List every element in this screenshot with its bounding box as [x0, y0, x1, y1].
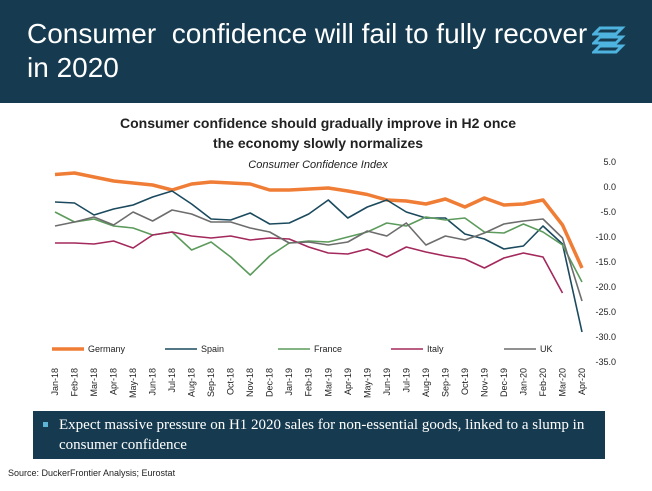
y-tick-label: -15.0 [595, 257, 616, 267]
x-tick-label: Jan-19 [284, 368, 294, 396]
x-tick-label: Jan-18 [50, 368, 60, 396]
series-line [54, 211, 583, 283]
x-tick-label: Sep-19 [440, 368, 450, 397]
x-tick-label: Aug-19 [421, 368, 431, 397]
x-tick-label: Feb-20 [538, 368, 548, 397]
x-tick-label: Mar-20 [557, 368, 567, 397]
header: Consumer confidence will fail to fully r… [0, 0, 652, 103]
x-tick-label: Oct-18 [226, 368, 236, 395]
chart-subtitle: Consumer Confidence Index [248, 159, 388, 171]
x-tick-label: Jun-19 [382, 368, 392, 396]
chart-title: Consumer confidence should gradually imp… [120, 115, 516, 151]
x-tick-label: Jul-19 [401, 368, 411, 393]
x-tick-label: May-19 [362, 368, 372, 398]
y-tick-label: 0.0 [603, 182, 616, 192]
x-tick-label: Mar-18 [89, 368, 99, 397]
y-tick-label: -10.0 [595, 232, 616, 242]
x-tick-label: Mar-19 [323, 368, 333, 397]
bullet-box: Expect massive pressure on H1 2020 sales… [33, 411, 605, 459]
y-tick-label: 5.0 [603, 157, 616, 167]
legend-label: France [314, 344, 342, 354]
x-tick-label: Feb-18 [70, 368, 80, 397]
x-tick-label: Jun-18 [148, 368, 158, 396]
y-tick-label: -30.0 [595, 332, 616, 342]
x-tick-label: Jul-18 [167, 368, 177, 393]
y-tick-label: -20.0 [595, 282, 616, 292]
chart: Consumer confidence should gradually imp… [50, 115, 616, 398]
x-tick-label: Dec-19 [499, 368, 509, 397]
y-tick-label: -5.0 [600, 207, 616, 217]
series-line [54, 171, 584, 269]
x-tick-label: Dec-18 [265, 368, 275, 397]
slide-title: Consumer confidence will fail to fully r… [27, 18, 596, 83]
x-tick-label: Aug-18 [187, 368, 197, 397]
x-tick-label: Sep-18 [206, 368, 216, 397]
bullet-text: Expect massive pressure on H1 2020 sales… [59, 417, 585, 453]
x-tick-label: Jan-20 [518, 368, 528, 396]
legend-label: Italy [427, 344, 444, 354]
x-tick-label: Nov-19 [479, 368, 489, 397]
x-tick-label: Nov-18 [245, 368, 255, 397]
x-tick-label: May-18 [128, 368, 138, 398]
source-note: Source: DuckerFrontier Analysis; Eurosta… [8, 468, 176, 478]
y-tick-label: -35.0 [595, 357, 616, 367]
series-line [55, 231, 564, 294]
x-tick-label: Feb-19 [304, 368, 314, 397]
y-tick-label: -25.0 [595, 307, 616, 317]
legend-label: UK [540, 344, 553, 354]
bullet-marker [43, 422, 48, 427]
legend-label: Germany [88, 344, 126, 354]
logo [592, 26, 626, 54]
series-line [54, 190, 583, 333]
x-tick-label: Apr-18 [109, 368, 119, 395]
legend-label: Spain [201, 344, 224, 354]
series-line [54, 209, 583, 302]
x-tick-label: Apr-20 [577, 368, 587, 395]
x-tick-label: Oct-19 [460, 368, 470, 395]
x-tick-label: Apr-19 [343, 368, 353, 395]
